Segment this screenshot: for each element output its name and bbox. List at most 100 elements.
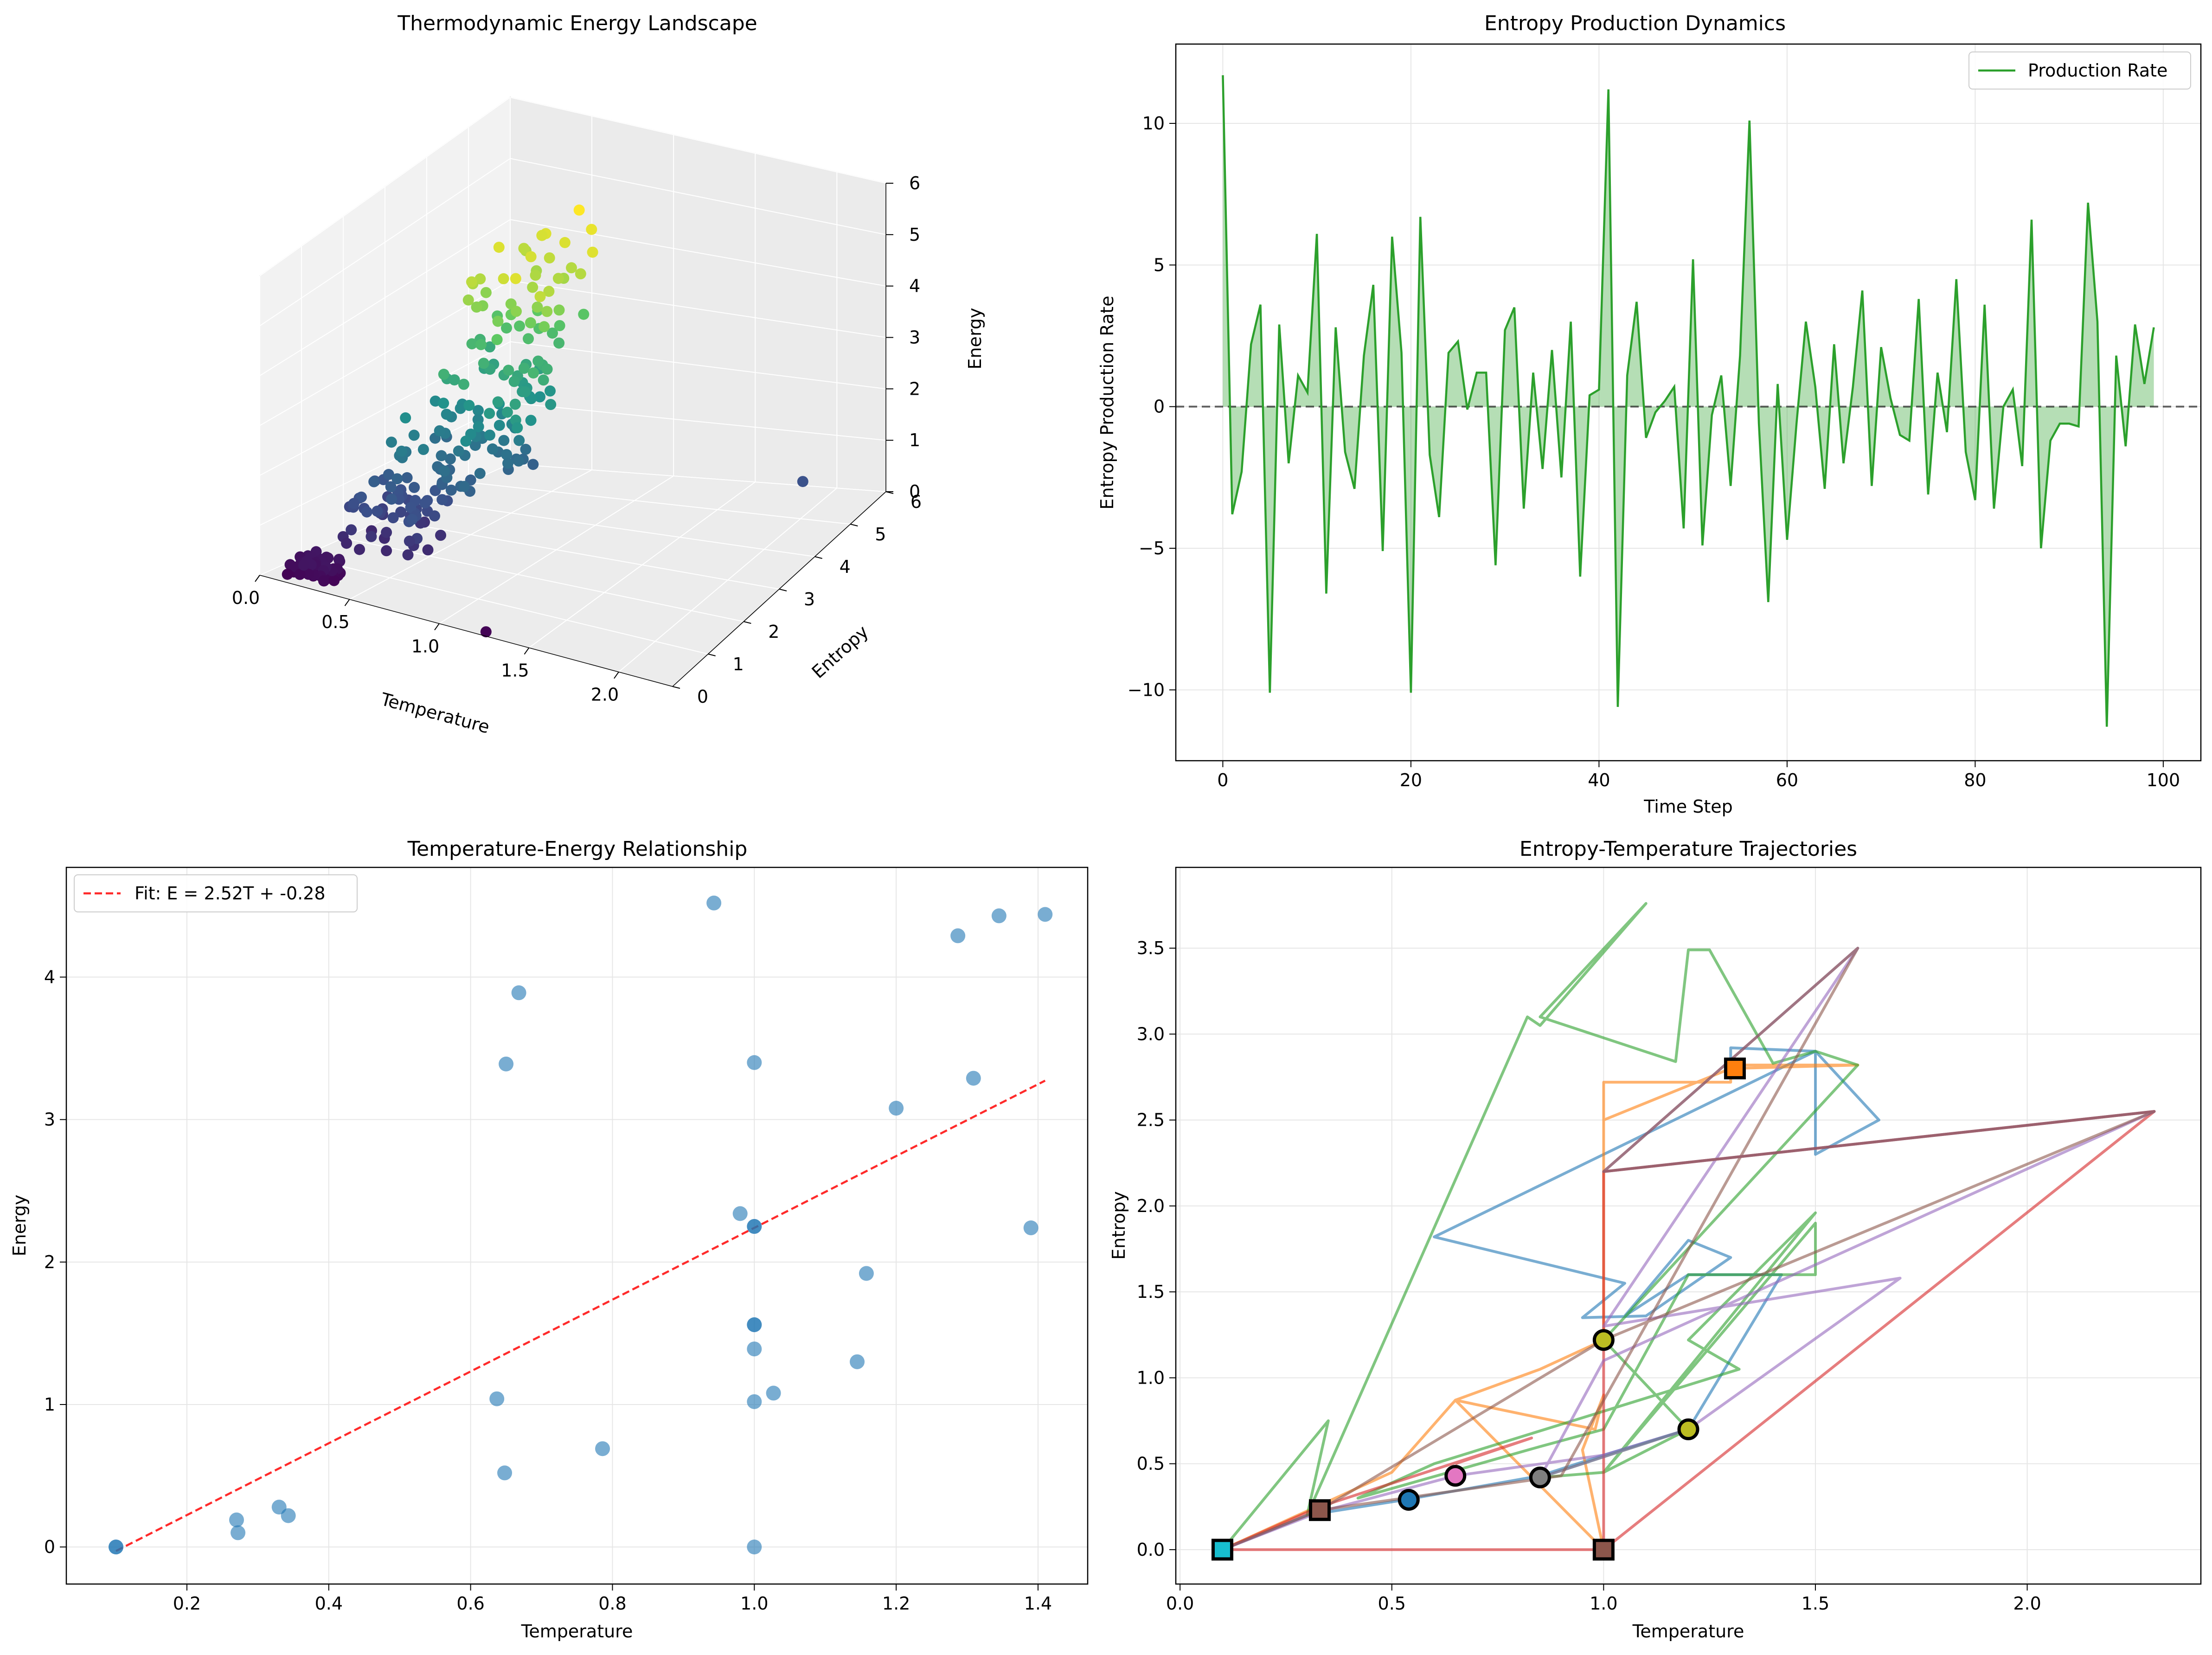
tick-x-3d (434, 623, 440, 630)
scatter-point-3d (473, 405, 484, 416)
tick-label-y: 0 (1154, 397, 1165, 417)
scatter-point-3d (543, 286, 555, 297)
tick-label-z-3d: 1 (909, 430, 920, 450)
panel-3d-energy-landscape: Thermodynamic Energy Landscape 0.0 0.5 1.0… (232, 12, 985, 738)
plot-frame-production (1175, 43, 2202, 762)
scatter-point-3d (298, 559, 309, 571)
scatter-point-3d (405, 502, 417, 513)
scatter-point (489, 1391, 505, 1406)
tick-label-z-3d: 3 (909, 327, 920, 348)
gridline-back-z (510, 219, 886, 287)
trajectory-start-marker (1592, 1329, 1615, 1351)
tick-label-x: 1.5 (1802, 1593, 1829, 1614)
tick-label-y-3d: 4 (840, 557, 851, 577)
tick-label-x: 20 (1400, 770, 1422, 790)
scatter-point-3d (449, 374, 460, 385)
scatter-point-3d (400, 412, 411, 423)
tick-label-y: 1.0 (1137, 1367, 1165, 1388)
scatter-point-3d (514, 320, 525, 332)
scatter-point-3d (381, 545, 392, 557)
scatter-point-3d (587, 246, 598, 258)
scatter-point (747, 1219, 762, 1234)
scatter-point-3d (455, 403, 466, 414)
scatter-point-3d (545, 385, 556, 397)
tick-label-x-3d: 1.0 (411, 636, 439, 656)
scatter-point-3d (534, 391, 545, 403)
scatter-point-3d (518, 243, 530, 254)
chart-title-production: Entropy Production Dynamics (1484, 12, 1786, 35)
fit-line (115, 1079, 1046, 1552)
gridline-floor-y (426, 500, 815, 557)
scatter-point-3d (532, 355, 544, 367)
gridline-back-z (510, 280, 886, 338)
scatter-point-3d (284, 559, 296, 571)
scatter-point-3d (480, 626, 492, 638)
scatter-point-3d (429, 510, 440, 522)
scatter-point-3d (419, 497, 431, 509)
trajectory-end-marker (1724, 1057, 1746, 1079)
scatter-point-3d (406, 513, 418, 525)
scatter-point-3d (302, 569, 314, 580)
tick-label-y-3d: 6 (910, 492, 922, 512)
tick-label-z-3d: 5 (909, 225, 920, 245)
tick-label-y: 3.0 (1137, 1024, 1165, 1044)
tick-label-x: 100 (2147, 770, 2180, 790)
scatter-point-3d (466, 276, 477, 288)
tick-label-x: 0.2 (173, 1593, 201, 1614)
scatter-point (281, 1508, 296, 1523)
scatter-point (966, 1071, 981, 1086)
tick-label-x: 0.0 (1166, 1593, 1194, 1614)
scatter-point-3d (438, 368, 449, 380)
tick-x-3d (524, 647, 530, 655)
scatter-point-3d (417, 444, 429, 455)
trajectory-end-marker (1211, 1539, 1233, 1561)
scatter-point (991, 908, 1007, 924)
scatter-point-3d (541, 306, 553, 317)
trajectory-line (1222, 1046, 1880, 1551)
scatter-point-3d (328, 575, 340, 586)
scatter-point (747, 1055, 762, 1070)
x-axis-label-production: Time Step (1643, 796, 1733, 817)
gridline-left-z (259, 97, 511, 276)
tick-label-x: 40 (1588, 770, 1610, 790)
scatter-point-3d (519, 386, 531, 398)
scatter-point-3d (492, 315, 504, 327)
gridline-back-z (510, 341, 886, 390)
tick-y-3d (708, 654, 716, 656)
scatter-point-3d (501, 406, 513, 418)
scatter-point-3d (372, 506, 383, 517)
scatter-point (850, 1354, 865, 1369)
tick-label-x: 1.2 (882, 1593, 910, 1614)
scatter-point-3d (282, 569, 293, 580)
scatter-point-3d (381, 526, 392, 538)
scatter-point-3d (536, 230, 548, 241)
scatter-point (950, 928, 966, 943)
tick-label-x: 60 (1776, 770, 1798, 790)
scatter-point-3d (513, 435, 525, 446)
scatter-point-3d (532, 301, 543, 313)
scatter-point-3d (480, 287, 492, 298)
tick-label-x: 0 (1217, 770, 1228, 790)
scatter-point-3d (294, 569, 306, 580)
tick-label-y: 0.0 (1137, 1540, 1165, 1560)
tick-label-x-3d: 2.0 (591, 685, 619, 705)
scatter-point-3d (436, 450, 447, 462)
scatter-point (497, 1465, 513, 1481)
scatter-point-3d (346, 524, 357, 536)
tick-label-y-3d: 0 (697, 686, 708, 707)
scatter-point-3d (462, 294, 474, 306)
tick-x-3d (614, 672, 619, 679)
scatter-point-3d (441, 409, 452, 420)
scatter-point-3d (547, 327, 558, 339)
tick-y-3d (814, 556, 822, 559)
scatter-point-3d (525, 251, 537, 263)
scatter-point-3d (554, 320, 565, 331)
scatter-point-3d (368, 476, 380, 488)
scatter-point-3d (478, 358, 489, 369)
scatter-point-3d (484, 430, 495, 441)
scatter-point-3d (438, 398, 449, 409)
scatter-point-3d (518, 363, 530, 374)
scatter-point-3d (545, 399, 557, 410)
x-axis-label-temp-energy: Temperature (521, 1621, 633, 1642)
scatter-point-3d (539, 321, 550, 333)
